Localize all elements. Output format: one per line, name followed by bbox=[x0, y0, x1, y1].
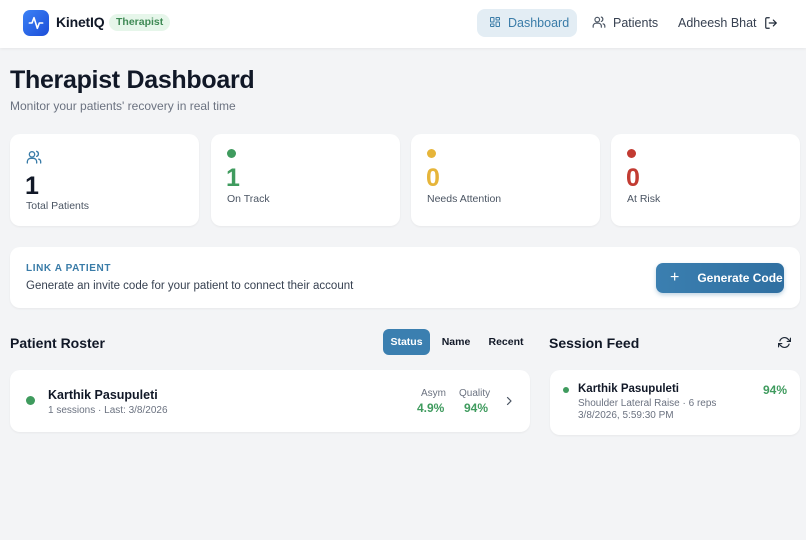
stat-value: 0 bbox=[626, 164, 640, 192]
brand-name[interactable]: KinetIQ bbox=[56, 14, 105, 30]
chevron-right-icon[interactable] bbox=[503, 394, 515, 406]
status-dot-icon bbox=[627, 149, 636, 158]
sort-name-button[interactable]: Name bbox=[441, 336, 471, 348]
stat-card-needs-attention: 0 Needs Attention bbox=[411, 134, 600, 226]
nav-dashboard[interactable]: Dashboard bbox=[477, 9, 577, 37]
generate-code-label: Generate Code bbox=[697, 271, 783, 285]
quality-label: Quality bbox=[459, 388, 491, 399]
generate-code-button[interactable]: + Generate Code bbox=[656, 263, 784, 293]
users-icon bbox=[26, 149, 42, 165]
plus-icon: + bbox=[670, 269, 680, 286]
page-title: Therapist Dashboard bbox=[10, 66, 255, 94]
top-navigation-bar: KinetIQ Therapist Dashboard Patients Adh… bbox=[0, 0, 806, 48]
stat-label: At Risk bbox=[627, 193, 661, 205]
nav-patients[interactable]: Patients bbox=[592, 9, 658, 37]
stat-value: 0 bbox=[426, 164, 440, 192]
patient-roster-title: Patient Roster bbox=[10, 335, 105, 351]
link-patient-description: Generate an invite code for your patient… bbox=[26, 280, 354, 292]
users-icon bbox=[592, 15, 606, 32]
status-dot-icon bbox=[563, 387, 569, 393]
status-dot-icon bbox=[227, 149, 236, 158]
page-subtitle: Monitor your patients' recovery in real … bbox=[10, 99, 236, 113]
asym-label: Asym bbox=[421, 388, 446, 399]
stat-label: On Track bbox=[227, 193, 270, 205]
user-name[interactable]: Adheesh Bhat bbox=[678, 16, 757, 30]
logout-icon[interactable] bbox=[764, 16, 778, 30]
stat-card-total-patients: 1 Total Patients bbox=[10, 134, 199, 226]
feed-patient-name: Karthik Pasupuleti bbox=[578, 383, 679, 395]
status-dot-icon bbox=[26, 396, 35, 405]
activity-logo-icon[interactable] bbox=[23, 10, 49, 36]
feed-score: 94% bbox=[762, 383, 787, 397]
link-patient-card: LINK A PATIENT Generate an invite code f… bbox=[10, 247, 800, 308]
nav-dashboard-label: Dashboard bbox=[508, 16, 570, 30]
stat-label: Needs Attention bbox=[427, 193, 502, 205]
sort-status-button[interactable]: Status bbox=[383, 329, 430, 355]
stat-label: Total Patients bbox=[26, 200, 90, 212]
stat-card-at-risk: 0 At Risk bbox=[611, 134, 800, 226]
sort-recent-button[interactable]: Recent bbox=[488, 336, 524, 348]
status-dot-icon bbox=[427, 149, 436, 158]
stat-value: 1 bbox=[25, 172, 39, 200]
stat-card-on-track: 1 On Track bbox=[211, 134, 400, 226]
role-badge: Therapist bbox=[109, 14, 171, 31]
patient-name: Karthik Pasupuleti bbox=[48, 388, 158, 402]
stat-value: 1 bbox=[226, 164, 240, 192]
session-feed-title: Session Feed bbox=[549, 335, 640, 351]
feed-exercise: Shoulder Lateral Raise · 6 reps bbox=[578, 398, 717, 409]
refresh-icon[interactable] bbox=[777, 336, 792, 349]
patient-meta: 1 sessions · Last: 3/8/2026 bbox=[48, 405, 168, 416]
grid-icon bbox=[489, 16, 501, 31]
session-feed-item[interactable]: Karthik Pasupuleti 94% Shoulder Lateral … bbox=[550, 370, 800, 435]
asym-value: 4.9% bbox=[417, 401, 445, 415]
link-patient-title: LINK A PATIENT bbox=[26, 263, 112, 274]
patient-row[interactable]: Karthik Pasupuleti 1 sessions · Last: 3/… bbox=[10, 370, 530, 432]
quality-value: 94% bbox=[464, 401, 489, 415]
feed-timestamp: 3/8/2026, 5:59:30 PM bbox=[578, 410, 674, 421]
nav-patients-label: Patients bbox=[613, 16, 659, 30]
